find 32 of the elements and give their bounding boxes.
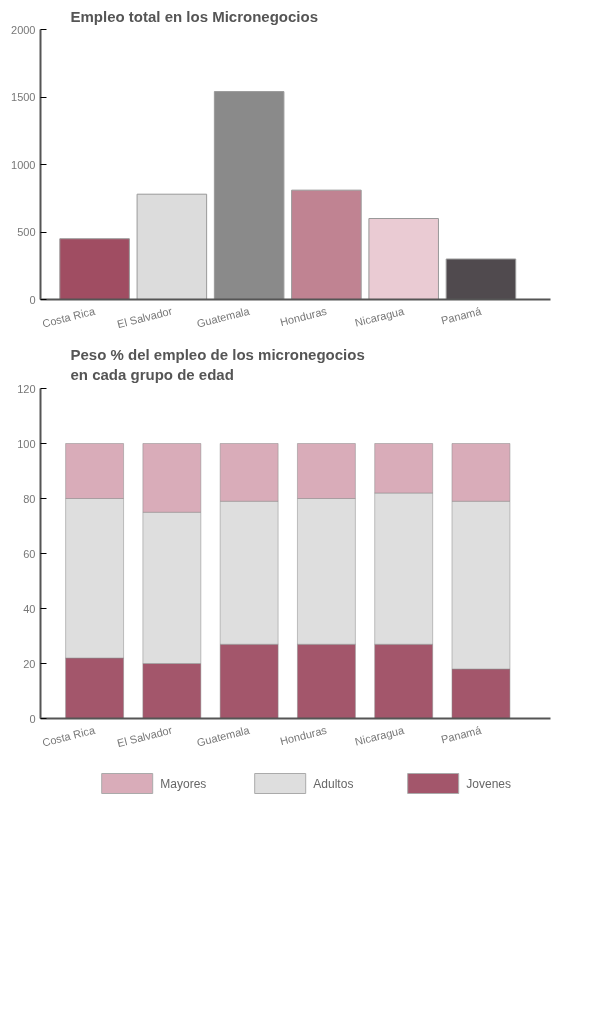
bar <box>59 238 130 300</box>
x-tick-label: Honduras <box>278 723 329 748</box>
chart-title: Peso % del empleo de los micronegocios en cada grupo de edad <box>70 346 365 384</box>
y-tick-label: 60 <box>23 547 36 560</box>
y-tick-label: 0 <box>29 293 36 306</box>
y-tick-label: 1500 <box>11 91 36 103</box>
bar <box>213 91 285 300</box>
x-tick-label: Honduras <box>278 304 329 329</box>
y-tick-label: 40 <box>23 602 36 615</box>
y-tick-label: 0 <box>29 712 36 725</box>
x-tick-label: Panamá <box>439 723 484 746</box>
legend-label: Adultos <box>313 776 354 791</box>
y-tick-label: 80 <box>23 492 36 505</box>
y-tick-label: 500 <box>17 226 36 238</box>
x-tick-label: Costa Rica <box>40 723 97 749</box>
chart-title: Empleo total en los Micronegocios <box>70 7 319 25</box>
x-tick-label: El Salvador <box>115 723 174 750</box>
legend-label: Mayores <box>160 776 207 791</box>
y-tick-label: 100 <box>17 437 36 450</box>
y-tick-label: 120 <box>17 382 36 395</box>
legend-label: Jovenes <box>466 776 512 791</box>
bar <box>368 218 439 300</box>
x-tick-label: El Salvador <box>115 304 174 331</box>
x-tick-label: Nicaragua <box>353 304 407 329</box>
x-tick-label: Nicaragua <box>353 723 407 748</box>
y-tick-label: 20 <box>23 657 36 670</box>
bar <box>291 189 362 300</box>
x-tick-label: Panamá <box>439 304 484 327</box>
y-tick-label: 2000 <box>11 23 36 36</box>
y-tick-label: 1000 <box>11 158 36 171</box>
x-tick-label: Costa Rica <box>40 304 97 330</box>
bar <box>136 193 208 300</box>
